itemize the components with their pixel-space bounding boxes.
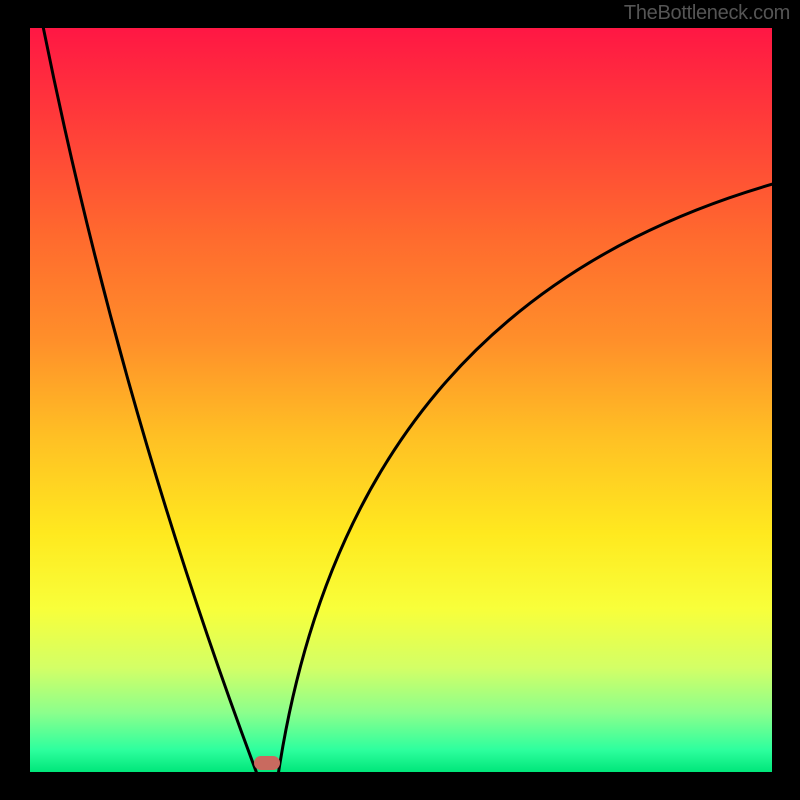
chart-container: TheBottleneck.com bbox=[0, 0, 800, 800]
plot-area bbox=[30, 28, 772, 772]
curve-svg bbox=[30, 28, 772, 772]
optimum-marker bbox=[254, 756, 280, 770]
watermark-text: TheBottleneck.com bbox=[624, 2, 790, 25]
